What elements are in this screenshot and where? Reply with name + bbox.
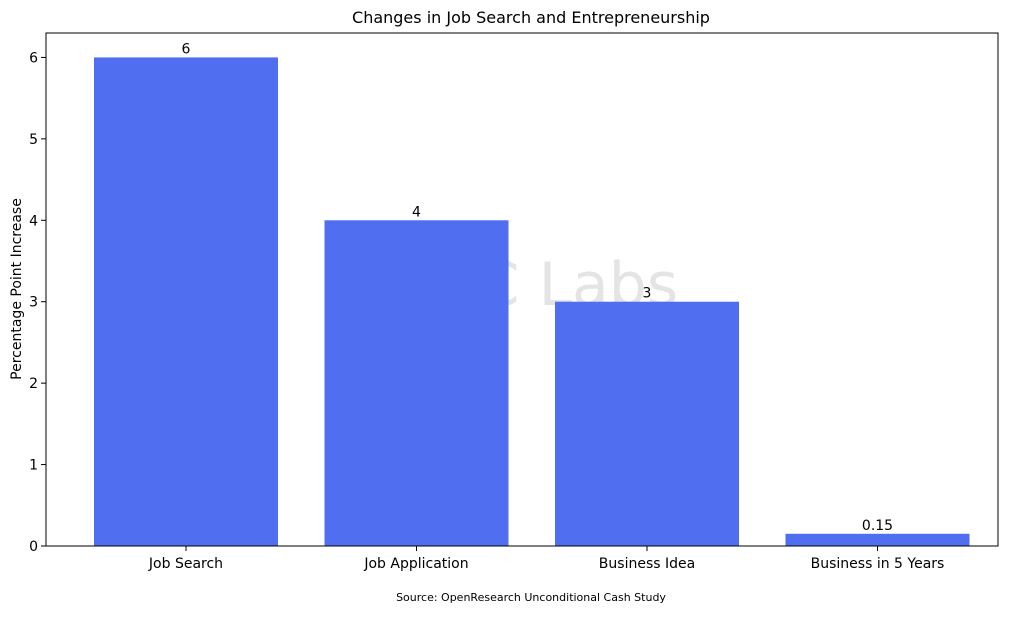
- data-label-2: 4: [412, 204, 421, 220]
- x-axis: Job Search Job Application Business Idea Bu…: [148, 546, 944, 572]
- y-axis-title: Percentage Point Increase: [9, 198, 25, 380]
- data-label-1: 6: [182, 41, 191, 57]
- data-label-3: 3: [643, 286, 652, 302]
- y-tick-label-1: 1: [29, 458, 38, 474]
- plot-frame: [45, 32, 999, 547]
- data-labels-layer: 6 4 3 0.15: [182, 41, 894, 533]
- y-tick-label-3: 3: [29, 295, 38, 311]
- x-tick-label-2: Job Application: [363, 556, 468, 572]
- x-tick-label-3: Business Idea: [599, 556, 695, 572]
- bars-layer: [94, 57, 970, 547]
- y-tick-label-4: 4: [29, 213, 38, 229]
- chart-title: Changes in Job Search and Entrepreneursh…: [352, 8, 710, 27]
- bar-4: [785, 533, 970, 546]
- source-note: Source: OpenResearch Unconditional Cash …: [396, 591, 666, 604]
- y-axis: 0 1 2 3 4 5 6: [29, 50, 46, 555]
- bar-2: [324, 220, 509, 547]
- y-tick-label-0: 0: [29, 539, 38, 555]
- x-tick-label-1: Job Search: [148, 556, 223, 572]
- x-tick-label-4: Business in 5 Years: [811, 556, 945, 572]
- bar-3: [555, 301, 739, 546]
- bar-1: [94, 57, 278, 547]
- data-label-4: 0.15: [862, 518, 893, 534]
- y-tick-label-5: 5: [29, 132, 38, 148]
- y-tick-label-2: 2: [29, 376, 38, 392]
- y-tick-label-6: 6: [29, 50, 38, 66]
